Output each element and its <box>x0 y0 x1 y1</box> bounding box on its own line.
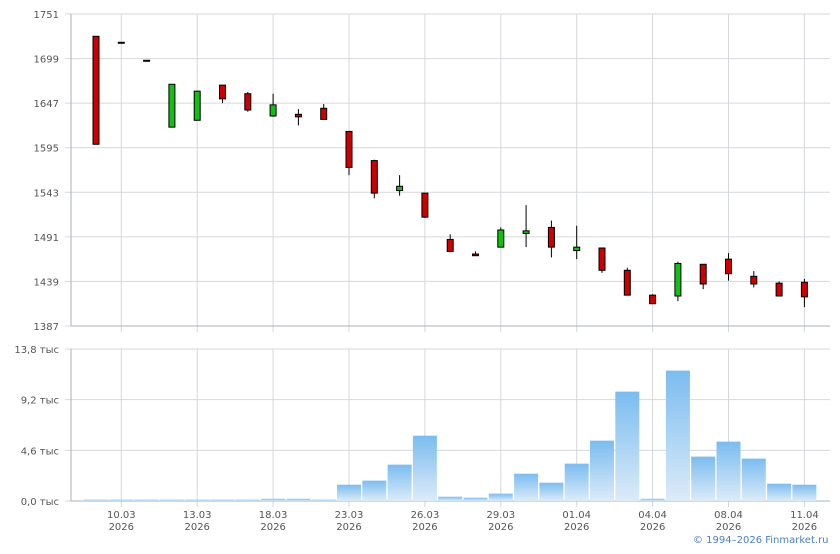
x-tick-date: 11.04 <box>790 510 819 521</box>
candle-body <box>269 104 277 117</box>
price-tick-label: 1647 <box>34 99 59 110</box>
volume-bar <box>84 499 108 501</box>
x-tick-year: 2026 <box>336 522 361 533</box>
candle-body <box>143 59 151 62</box>
volume-bar <box>185 499 210 501</box>
candle-body <box>750 275 758 285</box>
candle-body <box>92 35 100 145</box>
volume-bar <box>767 483 792 501</box>
volume-bar <box>488 493 513 501</box>
candle-body <box>649 294 657 305</box>
volume-bar <box>640 498 665 501</box>
volume-bar <box>387 464 412 501</box>
candle-body <box>472 253 479 257</box>
copyright-link[interactable]: © 1994–2026 Finmarket.ru <box>693 535 829 546</box>
candle-body <box>219 84 226 100</box>
volume-bar <box>311 499 336 501</box>
candle-body <box>800 281 808 298</box>
candle-body <box>294 113 302 118</box>
volume-bar <box>463 497 488 501</box>
candle-body <box>699 263 707 285</box>
volume-bar <box>362 480 387 501</box>
volume-bar <box>134 499 159 501</box>
volume-bar <box>741 458 766 501</box>
volume-bar <box>590 440 614 501</box>
volume-tick-label: 4,6 тыс <box>21 446 59 457</box>
x-tick-date: 04.04 <box>638 510 667 521</box>
volume-bar <box>539 482 564 501</box>
volume-tick-label: 13,8 тыс <box>14 345 59 356</box>
price-tick-label: 1543 <box>34 188 59 199</box>
volume-bar <box>412 435 437 501</box>
candle-body <box>573 246 581 252</box>
volume-bar <box>235 499 260 501</box>
volume-bar <box>109 499 134 501</box>
x-tick-year: 2026 <box>640 522 665 533</box>
candle-body <box>446 238 454 252</box>
candle-body <box>421 192 429 218</box>
volume-bar <box>438 496 463 501</box>
candle-body <box>522 230 530 234</box>
candle-body <box>623 269 631 296</box>
volume-bar <box>564 463 589 501</box>
price-tick-label: 1751 <box>34 10 59 21</box>
volume-bar <box>615 391 640 501</box>
candle-body <box>725 258 732 275</box>
candle-body <box>598 247 606 271</box>
volume-bar <box>159 499 184 501</box>
price-tick-label: 1491 <box>34 233 59 244</box>
x-tick-year: 2026 <box>412 522 437 533</box>
volume-bar <box>210 499 235 501</box>
volume-bar <box>691 456 716 501</box>
x-tick-date: 29.03 <box>486 510 515 521</box>
price-tick-label: 1439 <box>34 277 59 288</box>
candle-body <box>320 107 328 120</box>
price-tick-label: 1595 <box>34 144 59 155</box>
x-tick-year: 2026 <box>109 522 134 533</box>
candle-body <box>370 160 378 194</box>
x-tick-date: 23.03 <box>335 510 364 521</box>
volume-bar <box>337 484 361 501</box>
x-tick-date: 26.03 <box>411 510 440 521</box>
x-tick-year: 2026 <box>564 522 589 533</box>
volume-bar <box>261 498 286 501</box>
x-tick-year: 2026 <box>184 522 209 533</box>
candle-body <box>396 185 404 192</box>
x-tick-year: 2026 <box>260 522 285 533</box>
candle-body <box>117 41 125 44</box>
x-tick-date: 10.03 <box>107 510 136 521</box>
x-tick-year: 2026 <box>488 522 513 533</box>
candle-body <box>193 90 201 121</box>
candle-body <box>674 262 682 297</box>
candle-body <box>345 130 353 168</box>
x-tick-year: 2026 <box>716 522 741 533</box>
x-tick-date: 18.03 <box>259 510 288 521</box>
candle-body <box>244 93 252 111</box>
candle-body <box>775 282 783 297</box>
candle-body <box>168 83 176 128</box>
price-tick-label: 1387 <box>34 322 59 333</box>
volume-bar <box>665 370 690 501</box>
x-tick-year: 2026 <box>792 522 817 533</box>
volume-tick-label: 0,0 тыс <box>21 497 59 508</box>
candle-body <box>497 229 505 248</box>
volume-bar <box>286 498 311 501</box>
volume-bar <box>792 484 817 501</box>
x-tick-date: 13.03 <box>183 510 212 521</box>
volume-bar <box>716 441 741 501</box>
volume-tick-label: 9,2 тыс <box>21 396 59 407</box>
volume-bar <box>514 473 539 501</box>
candle-body <box>547 226 555 248</box>
x-tick-date: 08.04 <box>714 510 743 521</box>
x-tick-date: 01.04 <box>562 510 591 521</box>
price-tick-label: 1699 <box>34 55 59 66</box>
